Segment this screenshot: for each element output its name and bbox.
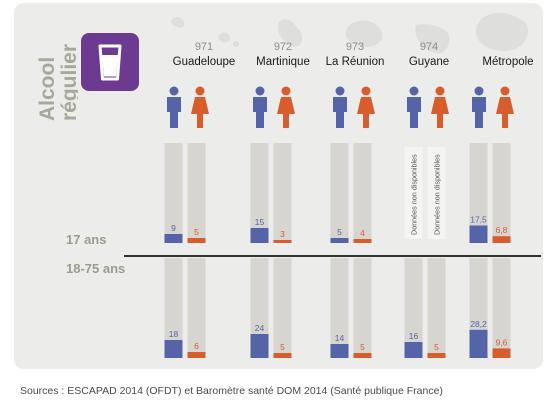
man-icon-la-r-union xyxy=(333,86,347,128)
value-label-g1-guyane-men: 16 xyxy=(409,331,419,341)
bar-g1-m-tropole-women xyxy=(492,348,511,358)
region-code-guyane: 974 xyxy=(419,41,439,53)
bar-g1-guyane-women xyxy=(427,353,446,358)
bar-bg-g1-guyane-men xyxy=(404,258,423,358)
bar-g1-m-tropole-men xyxy=(469,329,488,358)
value-label-g0-martinique-men: 15 xyxy=(255,217,265,227)
bar-g0-la-r-union-men xyxy=(330,238,349,243)
bar-bg-g1-martinique-women xyxy=(273,258,292,358)
bar-g1-martinique-men xyxy=(250,334,269,358)
value-label-g0-m-tropole-women: 6,8 xyxy=(496,225,508,235)
age-label-17: 17 ans xyxy=(66,232,107,247)
value-label-g1-martinique-women: 5 xyxy=(280,342,285,352)
bar-g1-guyane-men xyxy=(404,342,423,358)
source-note: Sources : ESCAPAD 2014 (OFDT) et Baromèt… xyxy=(20,385,443,397)
unavailable-box-g0-guyane-women xyxy=(427,147,446,239)
bar-bg-g0-la-r-union-women xyxy=(353,143,372,243)
bar-g1-guadeloupe-women xyxy=(187,352,206,358)
unavailable-box-g0-guyane-men xyxy=(404,147,423,239)
bar-bg-g1-martinique-men xyxy=(250,258,269,358)
woman-icon-guadeloupe xyxy=(191,86,209,128)
value-label-g0-martinique-women: 3 xyxy=(280,229,285,239)
bar-g1-la-r-union-men xyxy=(330,344,349,358)
bar-g1-martinique-women xyxy=(273,353,292,358)
man-icon-m-tropole xyxy=(472,86,486,128)
bar-bg-g1-m-tropole-women xyxy=(492,258,511,358)
bar-bg-g0-martinique-women xyxy=(273,143,292,243)
man-icon-martinique xyxy=(253,86,267,128)
bar-bg-g1-guyane-women xyxy=(427,258,446,358)
title-line-2: régulier xyxy=(58,44,78,121)
region-name-metropole: Métropole xyxy=(482,56,534,68)
age-label-18-75: 18-75 ans xyxy=(66,261,126,276)
bar-bg-g0-la-r-union-men xyxy=(330,143,349,243)
region-name-guadeloupe: Guadeloupe xyxy=(172,56,236,68)
bar-bg-g1-guadeloupe-women xyxy=(187,258,206,358)
bar-g0-martinique-women xyxy=(273,240,292,243)
metropole-map-icon xyxy=(475,12,528,51)
value-label-g0-m-tropole-men: 17,5 xyxy=(470,215,487,225)
value-label-g1-martinique-men: 24 xyxy=(255,323,265,333)
bar-g0-martinique-men xyxy=(250,228,269,243)
title: Alcool régulier xyxy=(36,44,78,121)
guyane-map-icon xyxy=(415,24,450,54)
bar-bg-g0-guadeloupe-women xyxy=(187,143,206,243)
value-label-g0-la-r-union-women: 4 xyxy=(360,228,365,238)
beer-glass-icon xyxy=(81,33,139,91)
title-line-1: Alcool xyxy=(36,57,59,121)
bar-bg-g1-guadeloupe-men xyxy=(164,258,183,358)
value-label-g1-guyane-women: 5 xyxy=(434,342,439,352)
man-icon-guyane xyxy=(407,86,421,128)
value-label-g1-guadeloupe-men: 18 xyxy=(169,329,179,339)
age-group-divider xyxy=(124,255,541,257)
bar-bg-g0-guadeloupe-men xyxy=(164,143,183,243)
man-icon-guadeloupe xyxy=(167,86,181,128)
la-reunion-map-icon xyxy=(345,20,383,47)
unavailable-label-g0-guyane-women: Données non disponibles xyxy=(433,154,442,235)
woman-icon-guyane xyxy=(431,86,449,128)
bar-bg-g0-m-tropole-men xyxy=(469,143,488,243)
region-name-martinique: Martinique xyxy=(256,56,310,68)
bar-g0-guadeloupe-women xyxy=(187,238,206,243)
woman-icon-la-r-union xyxy=(357,86,375,128)
region-code-martinique: 972 xyxy=(273,41,293,53)
bar-bg-g1-la-r-union-men xyxy=(330,258,349,358)
bar-g0-la-r-union-women xyxy=(353,239,372,243)
value-label-g1-m-tropole-men: 28,2 xyxy=(470,319,487,329)
bar-bg-g0-m-tropole-women xyxy=(492,143,511,243)
unavailable-label-g0-guyane-men: Données non disponibles xyxy=(410,154,419,235)
woman-icon-m-tropole xyxy=(496,86,514,128)
bar-bg-g0-martinique-men xyxy=(250,143,269,243)
guadeloupe-map-icon xyxy=(170,16,239,47)
value-label-g0-guadeloupe-women: 5 xyxy=(194,227,199,237)
bar-g1-guadeloupe-men xyxy=(164,340,183,358)
martinique-map-icon xyxy=(277,19,303,47)
region-code-guadeloupe: 971 xyxy=(194,41,214,53)
value-label-g1-la-r-union-women: 5 xyxy=(360,342,365,352)
bar-g0-m-tropole-women xyxy=(492,236,511,243)
bar-g0-guadeloupe-men xyxy=(164,234,183,243)
value-label-g1-m-tropole-women: 9,6 xyxy=(496,337,508,347)
region-name-guyane: Guyane xyxy=(408,56,450,68)
bar-g1-la-r-union-women xyxy=(353,353,372,358)
region-code-la-reunion: 973 xyxy=(345,41,365,53)
value-label-g0-la-r-union-men: 5 xyxy=(337,227,342,237)
region-name-la-reunion: La Réunion xyxy=(325,56,385,68)
bar-bg-g1-la-r-union-women xyxy=(353,258,372,358)
value-label-g1-la-r-union-men: 14 xyxy=(335,333,345,343)
bar-g0-m-tropole-men xyxy=(469,225,488,243)
woman-icon-martinique xyxy=(277,86,295,128)
value-label-g0-guadeloupe-men: 9 xyxy=(171,223,176,233)
value-label-g1-guadeloupe-women: 6 xyxy=(194,341,199,351)
